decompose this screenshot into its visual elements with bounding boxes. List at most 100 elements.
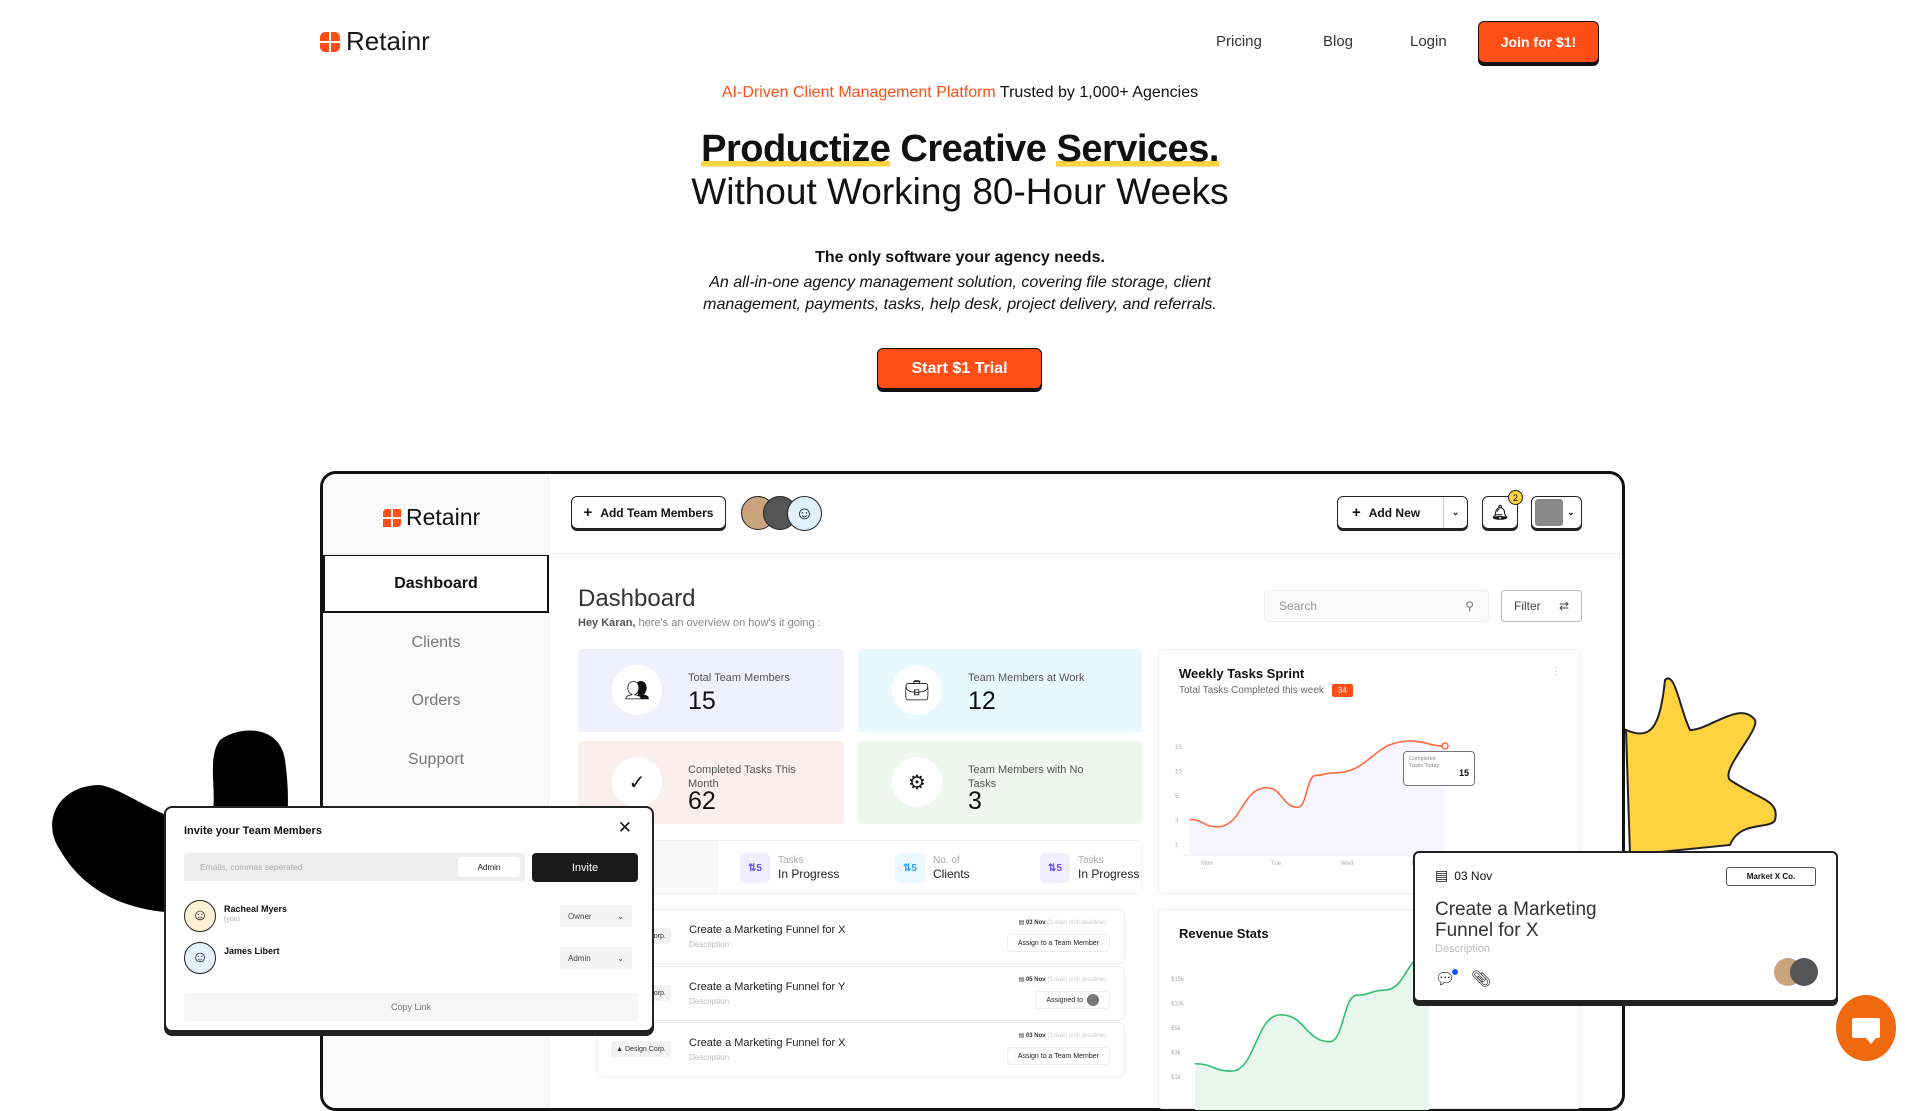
task-description: Description [689,997,730,1006]
search-input[interactable]: Search ⚲ [1264,590,1489,622]
task-title: Create a Marketing Funnel for X [689,924,846,936]
sliders-icon: ⇄ [1558,599,1569,613]
role-select[interactable]: Admin [458,857,520,877]
hero-subheadline: Without Working 80-Hour Weeks [691,171,1229,212]
assign-button[interactable]: Assign to a Team Member [1006,1047,1110,1065]
stat-value: 15 [688,687,716,715]
area-fill [1189,741,1445,855]
plus-icon: + [583,504,593,521]
subtitle-text: here's an overview on how's it going : [635,617,821,629]
filter-button[interactable]: Filter ⇄ [1501,590,1582,622]
task-row[interactable]: ▲ Design Corp. Create a Marketing Funnel… [596,1022,1125,1077]
y-tick-label: $5k [1171,1026,1182,1032]
series-line [1189,740,1446,828]
add-new-button[interactable]: + Add New ⌄ [1337,496,1468,529]
tab-label: Tasks [778,855,804,866]
comment-icon[interactable]: 💬︎ [1435,969,1459,989]
task-row[interactable]: ▲ Design Corp. Create a Marketing Funnel… [596,966,1125,1021]
sidebar-item-orders[interactable]: Orders [411,692,461,709]
invite-button[interactable]: Invite [532,853,638,882]
more-icon[interactable]: ⋮ [1550,664,1562,678]
tab-count-badge: ⇅ 5 [740,853,770,883]
hero-description: An all-in-one agency management solution… [0,272,1920,316]
hero-tagline: AI-Driven Client Management Platform Tru… [0,84,1920,102]
tooltip-label: Completed [1409,756,1436,762]
user-name: Hey Karan, [578,617,636,629]
assign-button[interactable]: Assign to a Team Member [1006,934,1110,952]
sidebar-item-support[interactable]: Support [407,751,465,768]
x-tick-label: Wed [1341,861,1353,867]
task-description: Description [689,1053,730,1062]
desc-line: An all-in-one agency management solution… [709,274,1211,291]
bell-icon: 🔔︎ [1491,504,1509,520]
task-row[interactable]: ▲ Design Corp. Create a Marketing Funnel… [596,909,1125,964]
headline-word: Productize [701,128,891,170]
tab-count-badge: ⇅ 5 [895,853,925,883]
join-button[interactable]: Join for $1! [1478,21,1599,63]
app-logo: Retainr [383,504,480,531]
client-tag: ▲ Design Corp. [611,1041,671,1057]
panel-subtitle: Total Tasks Completed this week 34 [1179,684,1353,697]
profile-menu[interactable]: ⌄ [1531,496,1582,529]
copy-link-button[interactable]: Copy Link [184,993,638,1021]
nav-blog[interactable]: Blog [1323,33,1354,50]
email-placeholder: Emails, commas seperated [200,862,303,872]
y-tick-label: 10 [1175,770,1182,776]
tab-label: Tasks [1078,855,1104,866]
task-title: Create a Marketing Funnel for Y [689,981,846,993]
stat-value: 62 [688,787,716,815]
y-tick-label: $1k [1171,1075,1182,1081]
logo-mark-icon [320,31,340,52]
notifications-button[interactable]: 🔔︎ [1482,496,1518,529]
paperclip-icon[interactable]: 📎︎ [1471,971,1492,988]
avatar [1535,499,1563,526]
title-line: Funnel for X [1435,920,1539,941]
task-tab[interactable]: ⇅ 5 No. of Clients [895,841,970,895]
tab-label: In Progress [1078,867,1140,881]
tab-label: No. of [933,855,960,866]
series-line [1194,952,1430,1072]
member-name: Racheal Myers [224,904,288,914]
date-text: 03 Nov [1454,868,1493,883]
sidebar-item-dashboard[interactable]: Dashboard [323,555,549,613]
team-icon: 👥︎ [612,665,662,715]
y-tick-label: $3k [1171,1051,1182,1057]
logo[interactable]: Retainr [320,26,430,57]
task-date: ▤ 05 Nov (5 days until deadline) [1018,977,1106,983]
title-line: Create a Marketing [1435,899,1597,920]
member-role-select[interactable]: Admin ⌄ [560,947,632,969]
member-role-select[interactable]: Owner ⌄ [560,905,632,927]
gear-icon: ⚙ [892,757,942,807]
stat-label: Total Team Members [688,672,790,684]
task-title: Create a Marketing Funnel for X [1435,899,1597,941]
assign-button[interactable]: Assigned to [1035,991,1110,1009]
y-tick-label: 5 [1175,794,1179,800]
stat-label: Completed Tasks This Month [688,764,796,790]
stat-label: Team Members with No Tasks [968,764,1084,790]
filter-label: Filter [1514,599,1541,613]
nav-login[interactable]: Login [1410,33,1447,50]
member-note: (you) [224,916,240,923]
task-tab[interactable]: ⇅ 5 Tasks In Progress [1040,841,1139,895]
close-icon[interactable]: ✕ [617,818,632,837]
hero-lead: The only software your agency needs. [815,249,1105,266]
stat-value: 3 [968,787,982,815]
tagline-accent: AI-Driven Client Management Platform [721,84,996,101]
button-label: Add Team Members [600,505,714,520]
chevron-down-icon[interactable]: ⌄ [1443,497,1467,528]
chart-tooltip: Completed Tasks Today 15 [1403,751,1475,786]
member-row: ☺ James Libert Admin ⌄ [184,942,638,974]
data-point [1441,742,1449,750]
chevron-down-icon: ⌄ [1567,507,1575,517]
nav-pricing[interactable]: Pricing [1216,33,1262,50]
task-tab[interactable]: ⇅ 5 Tasks In Progress [740,841,839,895]
x-tick-label: Tue [1271,861,1282,867]
weekly-chart: 1351015MonTueWedThu [1175,740,1489,867]
y-tick-label: 15 [1175,745,1182,751]
sidebar-item-clients[interactable]: Clients [411,634,461,651]
chat-widget-button[interactable] [1836,995,1896,1061]
add-team-members-button[interactable]: + Add Team Members [571,496,726,529]
task-card-popup[interactable]: ▤ 03 Nov Market X Co. Create a Marketing F… [1413,851,1838,1002]
start-trial-button[interactable]: Start $1 Trial [877,348,1042,389]
